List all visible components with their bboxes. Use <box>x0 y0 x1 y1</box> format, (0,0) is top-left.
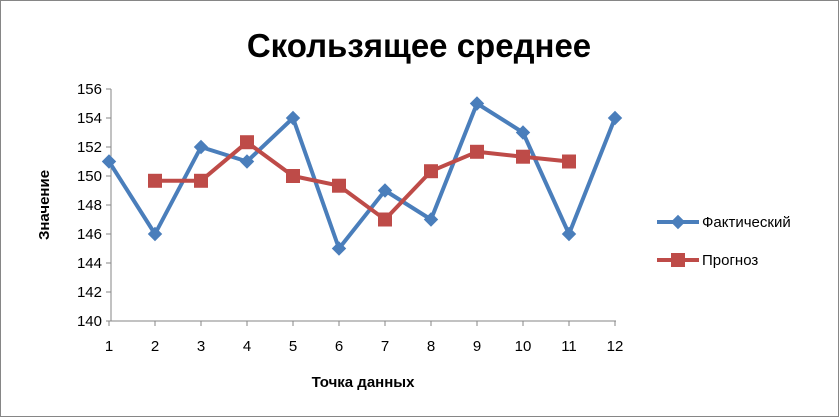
x-tick-label: 2 <box>151 338 159 355</box>
y-tick-label: 154 <box>77 110 102 127</box>
series-line <box>107 101 617 251</box>
x-tick-label: 3 <box>197 338 205 355</box>
data-point <box>332 178 346 193</box>
x-tick-label: 4 <box>243 338 251 355</box>
x-tick-label: 11 <box>561 338 577 355</box>
x-tick-label: 9 <box>473 338 481 355</box>
y-tick-label: 146 <box>77 226 102 243</box>
data-point <box>378 212 392 227</box>
legend-marker <box>670 214 686 230</box>
data-point <box>148 173 162 188</box>
y-tick-label: 148 <box>77 197 102 214</box>
x-tick-label: 7 <box>381 338 389 355</box>
data-point <box>285 110 301 126</box>
x-tick-label: 10 <box>515 338 532 355</box>
series-actual <box>101 96 623 256</box>
y-tick-label: 150 <box>77 168 102 185</box>
data-point <box>423 212 439 227</box>
legend-label: Фактический <box>702 214 791 231</box>
data-point <box>147 226 163 242</box>
x-axis-ticks: 1 2 3 4 5 6 7 8 9 10 11 12 <box>105 321 624 355</box>
y-tick-label: 156 <box>77 81 102 98</box>
data-point <box>286 169 300 183</box>
x-tick-label: 6 <box>335 338 343 355</box>
data-point <box>470 144 484 159</box>
legend-item: Прогноз <box>657 252 758 269</box>
x-axis-title: Точка данных <box>312 374 416 391</box>
data-point <box>240 135 254 150</box>
y-axis-ticks: 140 142 144 146 148 150 152 154 156 <box>77 81 111 330</box>
series-layer <box>101 96 623 256</box>
y-tick-label: 142 <box>77 284 102 301</box>
data-point <box>331 241 347 256</box>
chart-title: Скользящее среднее <box>247 27 591 64</box>
y-tick-label: 140 <box>77 313 102 330</box>
x-tick-label: 8 <box>427 338 435 355</box>
data-point <box>562 154 576 169</box>
data-point <box>193 139 209 155</box>
data-point <box>469 96 485 111</box>
data-point <box>515 125 531 140</box>
legend-marker <box>671 253 685 267</box>
legend-label: Прогноз <box>702 252 758 269</box>
y-tick-label: 144 <box>77 255 102 272</box>
data-point <box>377 183 393 198</box>
y-axis-title: Значение <box>36 170 53 240</box>
series-forecast <box>148 135 576 227</box>
series-line <box>155 140 570 222</box>
data-point <box>561 226 577 242</box>
x-tick-label: 1 <box>105 338 113 355</box>
data-point <box>607 110 623 126</box>
x-tick-label: 12 <box>607 338 624 355</box>
data-point <box>239 154 255 169</box>
legend-item: Фактический <box>657 214 791 231</box>
data-point <box>424 164 438 179</box>
x-tick-label: 5 <box>289 338 297 355</box>
y-tick-label: 152 <box>77 139 102 156</box>
legend: Фактический Прогноз <box>657 214 791 269</box>
data-point <box>516 149 530 164</box>
data-point <box>194 173 208 188</box>
data-point <box>101 154 117 169</box>
